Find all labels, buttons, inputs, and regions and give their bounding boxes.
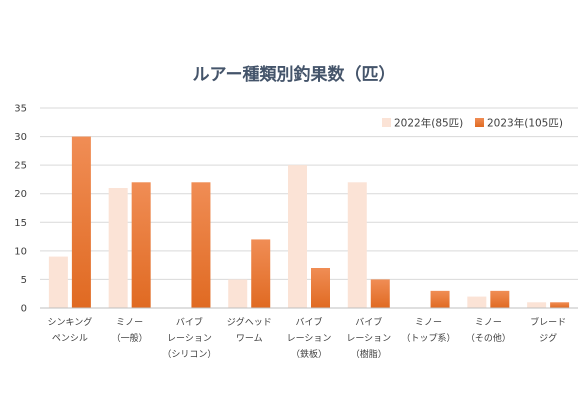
x-category-label: ミノー [475,318,502,328]
x-category-label: ワーム [236,333,263,344]
y-tick-label: 5 [21,275,27,286]
y-tick-label: 0 [21,304,27,315]
bar-series1-5 [347,182,367,308]
bar-series2-6 [430,290,450,308]
x-category-label: ミノー [116,318,143,328]
bar-series2-4 [311,268,330,308]
bar-series1-0 [48,256,68,308]
legend-swatch-series2 [475,118,484,127]
bar-series1-3 [228,279,248,308]
x-category-label: （樹脂） [351,348,387,360]
bar-series1-7 [467,296,487,308]
x-category-label: ジグ [539,332,557,344]
bar-series1-8 [527,302,547,308]
x-category-label: レーション [167,334,212,344]
x-category-label: バイブ [176,316,203,328]
x-category-label: バイブ [295,316,322,328]
legend-label-series1: 2022年(85匹) [394,117,463,130]
y-tick-label: 35 [14,104,27,115]
x-category-label: （一般） [112,332,148,344]
y-tick-label: 15 [14,218,27,229]
bar-series2-8 [550,302,570,308]
bar-series2-1 [131,182,151,308]
chart-title: ルアー種類別釣果数（匹） [193,64,396,85]
bar-series2-2 [191,182,211,308]
x-category-label: レーション [346,334,391,344]
x-category-label: シンキング [48,316,93,328]
x-category-label: ペンシル [52,334,88,344]
x-category-label: （シリコン） [162,349,216,360]
x-category-label: ジグヘッド [227,316,272,328]
bar-series2-5 [370,279,390,308]
x-category-label: ミノー [415,318,442,328]
y-tick-label: 25 [14,161,27,172]
legend-swatch-series1 [382,118,391,127]
x-category-label: バイブ [355,316,382,328]
x-category-label: （トップ系） [402,333,456,344]
y-tick-label: 10 [14,246,27,257]
bar-series1-4 [288,165,307,308]
x-category-label: （鉄板） [291,348,327,360]
bar-series1-1 [108,188,128,308]
legend-label-series2: 2023年(105匹) [487,117,563,130]
bar-series2-0 [71,136,91,308]
x-category-label: （その他） [466,332,511,344]
x-category-label: ブレード [530,316,566,328]
x-category-label: レーション [287,334,332,344]
y-tick-label: 30 [14,132,27,143]
bar-series2-3 [251,239,271,308]
bar-series2-7 [490,290,510,308]
y-tick-label: 20 [14,189,27,200]
